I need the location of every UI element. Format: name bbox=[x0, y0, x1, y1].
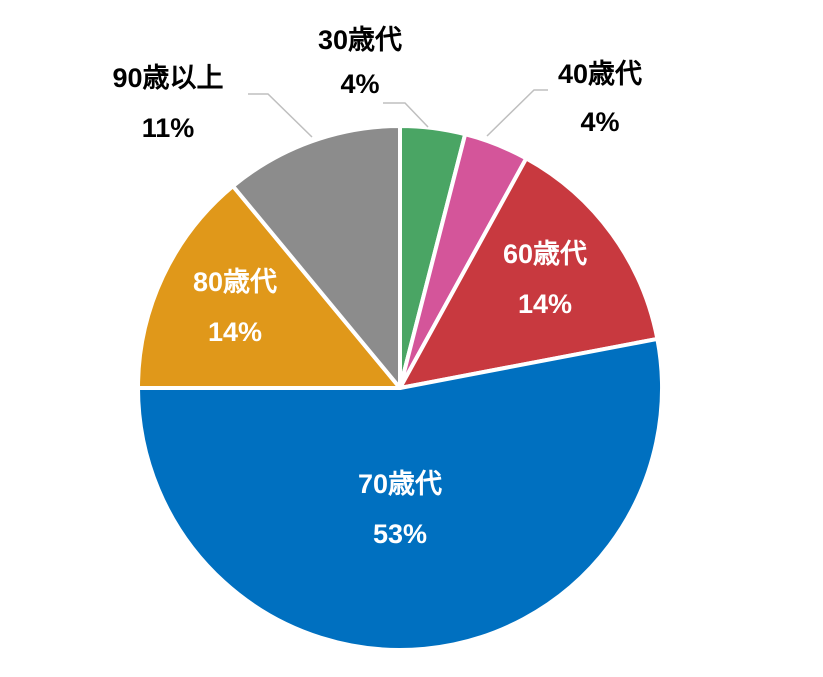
slice-label: 90歳以上 bbox=[112, 63, 223, 93]
slice-label: 60歳代 bbox=[503, 239, 587, 269]
slice-value-label: 11% bbox=[142, 113, 195, 143]
slice-label: 40歳代 bbox=[558, 59, 642, 89]
slice-label: 80歳代 bbox=[193, 267, 277, 297]
slice-label: 70歳代 bbox=[358, 469, 442, 499]
slice-label: 30歳代 bbox=[318, 25, 402, 55]
slice-value-label: 14% bbox=[518, 289, 572, 319]
slice-value-label: 4% bbox=[340, 69, 379, 99]
pie-slice bbox=[136, 184, 402, 390]
leader-line bbox=[383, 102, 429, 128]
slice-value-label: 4% bbox=[580, 107, 619, 137]
pie-slice bbox=[398, 156, 660, 390]
pie-slice bbox=[230, 124, 402, 390]
pie-slice bbox=[136, 336, 664, 652]
slice-value-label: 53% bbox=[373, 519, 427, 549]
leader-line bbox=[486, 89, 548, 137]
slice-value-label: 14% bbox=[208, 317, 262, 347]
leader-line bbox=[248, 93, 313, 138]
